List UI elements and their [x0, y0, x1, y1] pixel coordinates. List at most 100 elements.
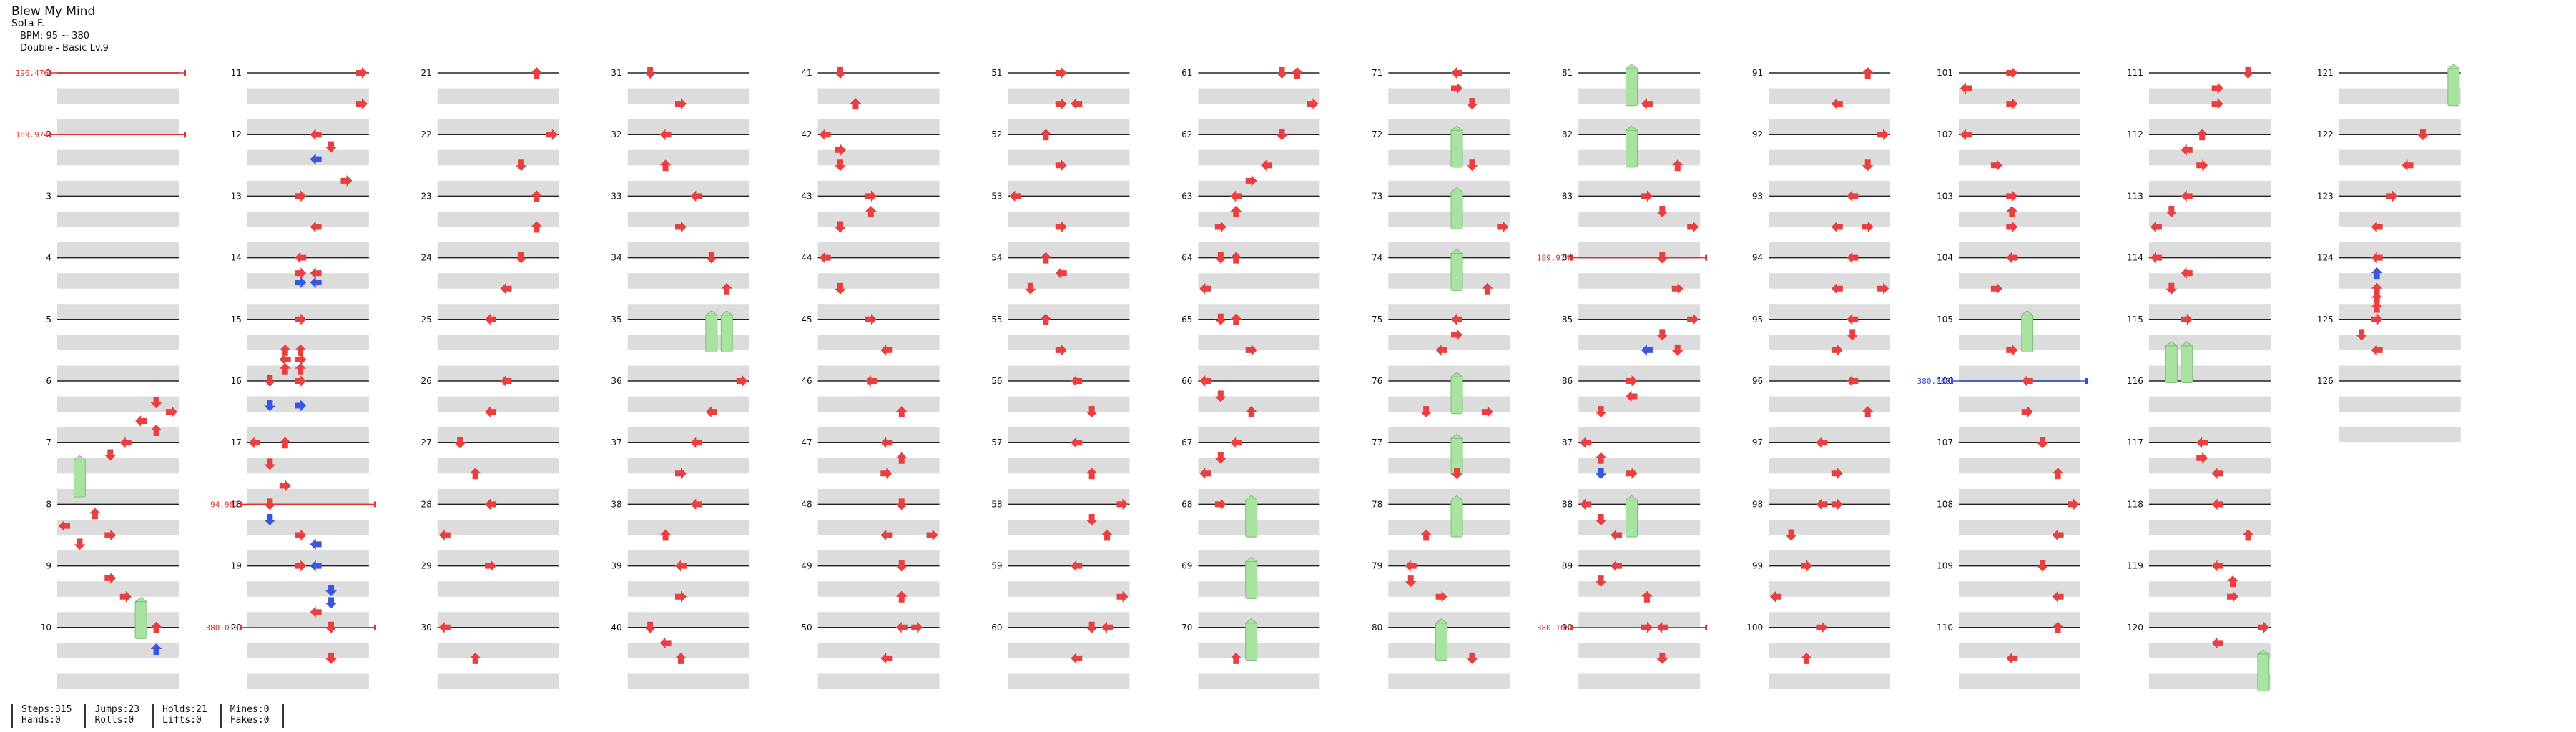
arrow-up-icon: [150, 621, 162, 633]
measure-number: 63: [1181, 191, 1192, 201]
arrow-left-icon: [2211, 560, 2223, 572]
notes: [59, 64, 2461, 692]
hold-note: [1245, 499, 1258, 538]
arrow-down-icon: [325, 585, 338, 597]
measure: 116: [2127, 376, 2271, 443]
measure-number: 126: [2317, 376, 2334, 386]
measure-stripe: [1578, 643, 1701, 658]
measure-stripe: [1769, 643, 1891, 658]
arrow-left-icon: [1451, 67, 1463, 79]
arrow-up-icon: [1595, 452, 1607, 464]
arrow-left-icon: [310, 560, 322, 572]
measure-stripe: [247, 335, 369, 350]
measure: 100: [1746, 623, 1891, 689]
arrow-up-icon: [1040, 252, 1052, 264]
arrow-up-icon: [721, 282, 733, 295]
measure-stripe: [1769, 673, 1891, 689]
measure-stripe: [1388, 673, 1510, 689]
measure-number: 88: [1562, 499, 1573, 509]
measure-stripe: [2339, 211, 2461, 227]
arrow-left-icon: [2181, 190, 2193, 202]
measure-stripe: [437, 119, 559, 135]
measure-number: 29: [421, 561, 432, 571]
measure-stripe: [2339, 335, 2461, 350]
arrow-left-icon: [310, 129, 322, 141]
arrow-right-icon: [295, 277, 307, 289]
measure-stripe: [437, 581, 559, 597]
measure-stripe: [437, 335, 559, 350]
measure-stripe: [1008, 427, 1130, 443]
measure-number: 124: [2317, 253, 2334, 263]
measure-number: 47: [801, 437, 812, 447]
measure: 80: [1372, 623, 1510, 689]
measure-number: 66: [1181, 376, 1192, 386]
arrow-up-icon: [1862, 406, 1874, 418]
arrow-left-icon: [880, 344, 893, 356]
measure: 42: [801, 129, 940, 197]
measure-number: 110: [1937, 623, 1953, 633]
measure: 105: [1937, 315, 2080, 381]
arrow-up-icon: [1086, 468, 1098, 480]
bpm-change-cap: [1570, 254, 1573, 261]
arrow-left-icon: [500, 375, 512, 387]
measure-stripe: [1578, 149, 1701, 166]
arrow-left-icon: [1831, 221, 1843, 233]
arrow-up-icon: [2242, 529, 2254, 541]
measure-stripe: [1198, 612, 1320, 628]
measure: 109: [1937, 561, 2080, 628]
measure-stripe: [817, 519, 940, 535]
measure-number: 71: [1372, 68, 1382, 78]
measure: 64: [1181, 253, 1320, 320]
measure: 98: [1752, 499, 1891, 566]
arrow-down-icon: [1656, 205, 1668, 217]
arrow-right-icon: [1671, 282, 1683, 295]
arrow-down-icon: [2356, 329, 2368, 341]
arrow-right-icon: [295, 375, 307, 387]
measure-stripe: [1578, 396, 1701, 412]
hold-note-head: [1244, 618, 1259, 624]
measure: 101: [1937, 68, 2080, 135]
arrow-left-icon: [690, 190, 702, 202]
measure: 75: [1372, 315, 1510, 381]
arrow-down-icon: [1847, 329, 1859, 341]
measure-number: 106: [1937, 376, 1953, 386]
arrow-right-icon: [295, 560, 307, 572]
hold-note-head: [1450, 125, 1464, 131]
arrow-right-icon: [1055, 159, 1067, 172]
arrow-right-icon: [1307, 98, 1319, 110]
arrow-right-icon: [2386, 190, 2399, 202]
arrow-up-icon: [279, 437, 291, 449]
measure-number: 21: [421, 68, 432, 78]
measure-stripe: [1388, 519, 1510, 535]
measure-stripe: [57, 519, 179, 535]
arrow-right-icon: [2211, 98, 2223, 110]
measure: 110: [1937, 623, 2080, 689]
measure: 58: [991, 499, 1130, 566]
measure-stripe: [1198, 119, 1320, 135]
arrow-left-icon: [2371, 252, 2383, 264]
arrow-right-icon: [1116, 590, 1129, 603]
measure-stripe: [1198, 396, 1320, 412]
measure-number: 5: [46, 315, 51, 325]
arrow-right-icon: [1497, 221, 1509, 233]
hold-note-head: [1450, 433, 1464, 439]
measure-stripe: [1198, 488, 1320, 505]
arrow-left-icon: [1770, 590, 1782, 603]
arrow-left-icon: [2211, 498, 2223, 510]
arrow-left-icon: [1816, 437, 1828, 449]
measure: 17: [231, 437, 369, 505]
arrow-right-icon: [865, 190, 877, 202]
hold-note-head: [1450, 187, 1464, 192]
arrow-left-icon: [819, 129, 831, 141]
measure-stripe: [1198, 273, 1320, 289]
arrow-down-icon: [1214, 313, 1226, 325]
measure-stripe: [2339, 149, 2461, 166]
arrow-down-icon: [2165, 205, 2178, 217]
measure-number: 76: [1372, 376, 1382, 386]
measure-stripe: [247, 427, 369, 443]
measure-number: 55: [991, 315, 1002, 325]
hold-note: [1450, 499, 1463, 538]
arrow-down-icon: [1214, 390, 1226, 402]
arrow-right-icon: [2227, 590, 2239, 603]
measure: 86: [1562, 376, 1701, 443]
